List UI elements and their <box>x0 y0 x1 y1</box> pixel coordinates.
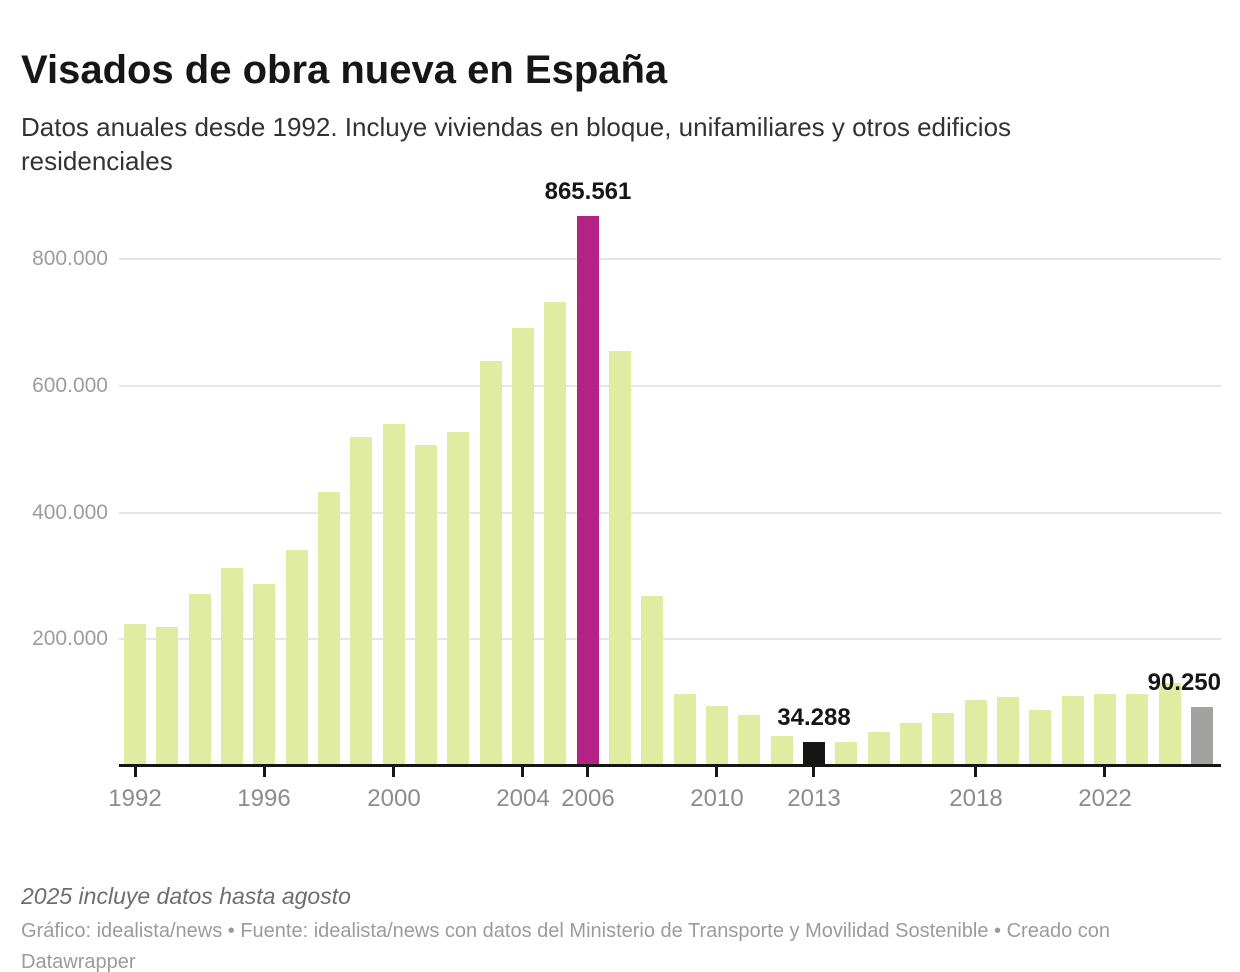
bar-2009[interactable] <box>674 694 696 764</box>
bar-2008[interactable] <box>641 596 663 764</box>
x-axis-tick <box>392 767 395 777</box>
chart-byline: Gráfico: idealista/news • Fuente: ideali… <box>21 920 1111 972</box>
x-axis-label: 2013 <box>787 785 841 812</box>
bar-2021[interactable] <box>1062 696 1084 764</box>
x-axis-label: 1996 <box>237 785 291 812</box>
gridline <box>119 385 1221 387</box>
bar-2018[interactable] <box>965 700 987 764</box>
bar-2022[interactable] <box>1094 694 1116 764</box>
bar-2000[interactable] <box>383 424 405 764</box>
bar-value-label-2013: 34.288 <box>777 704 851 731</box>
bar-2011[interactable] <box>738 715 760 764</box>
bar-1998[interactable] <box>318 492 340 764</box>
x-axis-tick <box>263 767 266 777</box>
y-axis-label: 200.000 <box>32 627 108 650</box>
bar-1992[interactable] <box>124 624 146 764</box>
x-axis-tick <box>812 767 815 777</box>
x-axis-label: 2018 <box>949 785 1003 812</box>
bar-value-label-2006: 865.561 <box>544 178 632 205</box>
bar-2002[interactable] <box>447 432 469 764</box>
bar-2020[interactable] <box>1029 710 1051 764</box>
bar-2007[interactable] <box>609 351 631 764</box>
bar-2003[interactable] <box>480 361 502 764</box>
bar-2015[interactable] <box>868 732 890 764</box>
x-axis-label: 2004 <box>496 785 550 812</box>
gridline <box>119 638 1221 640</box>
bar-1996[interactable] <box>253 584 275 764</box>
bar-value-label-2025: 90.250 <box>1147 669 1221 696</box>
bar-2016[interactable] <box>900 723 922 764</box>
x-axis-label: 2006 <box>561 785 615 812</box>
bar-2004[interactable] <box>512 328 534 764</box>
bar-2025[interactable] <box>1191 707 1213 764</box>
bar-2012[interactable] <box>771 736 793 764</box>
bar-1994[interactable] <box>189 594 211 764</box>
bar-1997[interactable] <box>286 550 308 764</box>
chart-subtitle: Datos anuales desde 1992. Incluye vivien… <box>21 112 1012 176</box>
x-axis-label: 2010 <box>690 785 744 812</box>
x-axis-tick <box>521 767 524 777</box>
bar-2014[interactable] <box>835 742 857 764</box>
gridline <box>119 512 1221 514</box>
bar-2006[interactable] <box>577 216 599 764</box>
x-axis-tick <box>586 767 589 777</box>
bar-2019[interactable] <box>997 697 1019 764</box>
x-axis-label: 1992 <box>108 785 162 812</box>
y-axis-label: 400.000 <box>32 501 108 524</box>
chart-note: 2025 incluye datos hasta agosto <box>21 883 351 909</box>
x-axis-label: 2022 <box>1078 785 1132 812</box>
y-axis-label: 800.000 <box>32 247 108 270</box>
x-axis-label: 2000 <box>367 785 421 812</box>
bar-2010[interactable] <box>706 706 728 764</box>
x-axis-line <box>119 764 1221 767</box>
gridline <box>119 258 1221 260</box>
bar-2013[interactable] <box>803 742 825 764</box>
bar-2005[interactable] <box>544 302 566 764</box>
bar-2001[interactable] <box>415 445 437 764</box>
bar-2023[interactable] <box>1126 694 1148 764</box>
x-axis-tick <box>974 767 977 777</box>
bar-1993[interactable] <box>156 627 178 764</box>
x-axis-tick <box>134 767 137 777</box>
bar-1995[interactable] <box>221 568 243 764</box>
bar-2017[interactable] <box>932 713 954 764</box>
bar-2024[interactable] <box>1159 683 1181 764</box>
bar-1999[interactable] <box>350 437 372 764</box>
y-axis-label: 600.000 <box>32 374 108 397</box>
chart-title: Visados de obra nueva en España <box>21 47 668 92</box>
x-axis-tick <box>1103 767 1106 777</box>
x-axis-tick <box>715 767 718 777</box>
